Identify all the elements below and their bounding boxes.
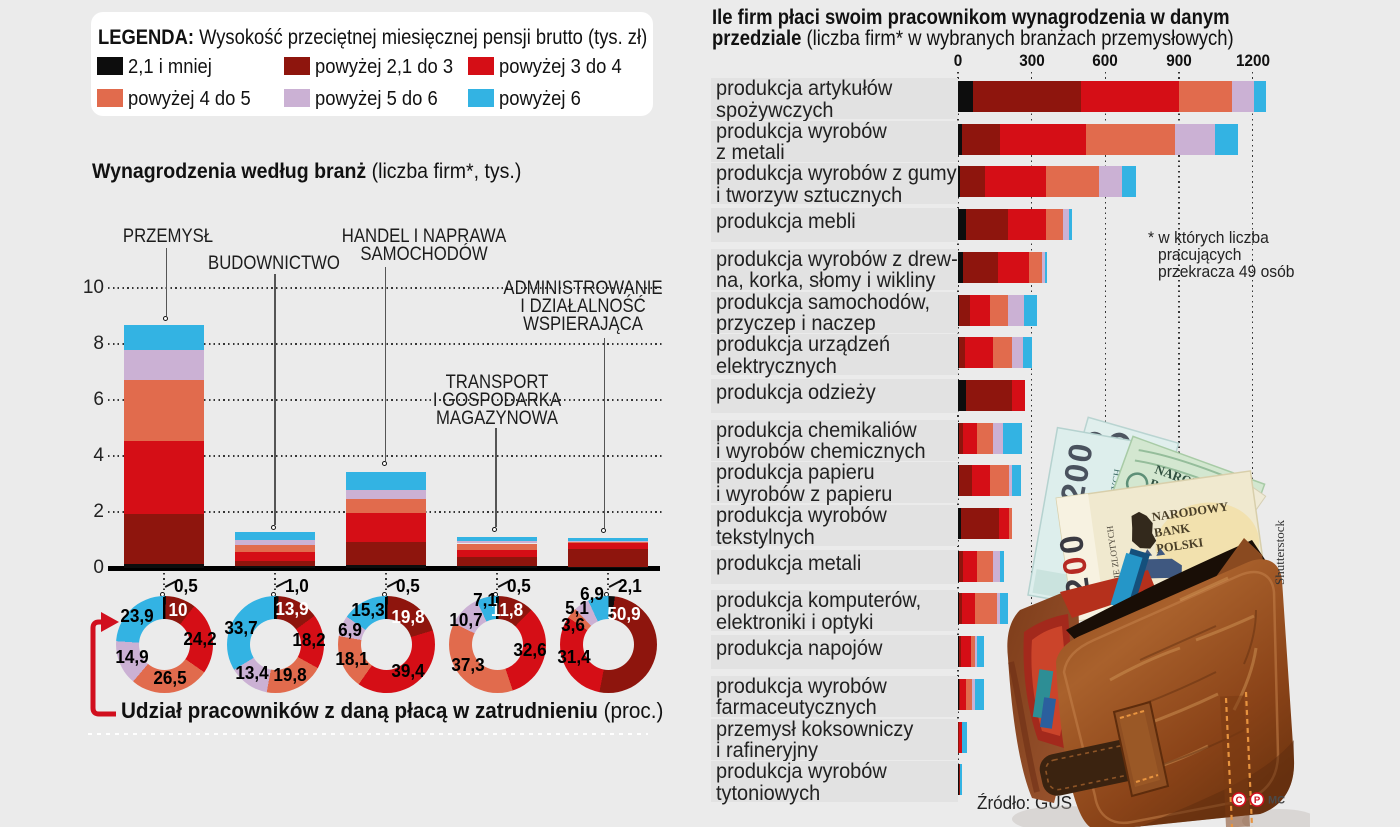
svg-text:BANK: BANK	[1153, 521, 1191, 540]
svg-text:P: P	[1254, 795, 1261, 806]
svg-text:MC: MC	[1268, 795, 1285, 807]
svg-text:C: C	[1236, 795, 1243, 806]
svg-text:POLSKI: POLSKI	[1155, 535, 1204, 555]
